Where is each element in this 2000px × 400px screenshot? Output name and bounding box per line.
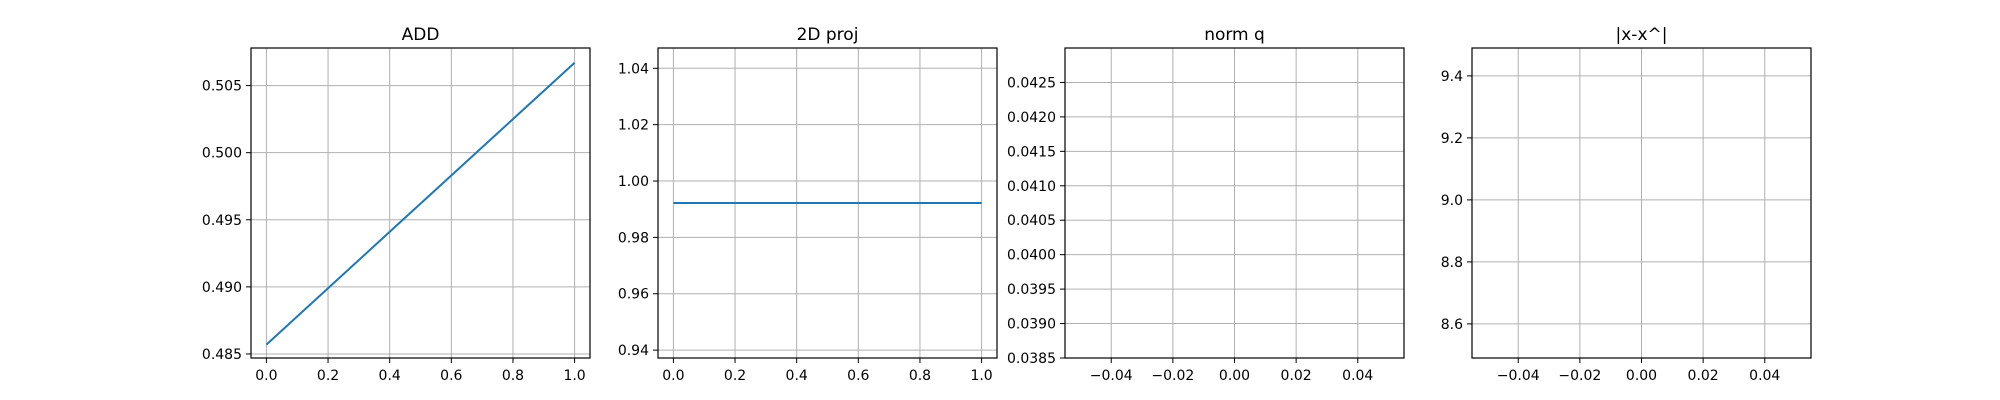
plot-frame: [250, 47, 591, 359]
chart-panel-3: −0.04 −0.02 0.00 0.02 0.04 0.0385 0.0390 0.0395…: [1007, 25, 1405, 384]
y-tick-label: 0.94: [618, 343, 649, 359]
y-tick-label: 0.0420: [1007, 110, 1056, 126]
chart-title: norm q: [1204, 25, 1265, 45]
x-tick-label: 0.02: [1688, 368, 1719, 384]
x-tick-label: 1.0: [970, 368, 992, 384]
x-tick-label: 0.4: [786, 368, 808, 384]
y-tick-label: 0.0405: [1007, 213, 1056, 229]
x-tick-label: 0.0: [662, 368, 684, 384]
x-tick-label: 0.04: [1342, 368, 1373, 384]
x-tick-label: 0.0: [255, 368, 277, 384]
y-tick-label: 0.490: [202, 280, 242, 296]
chart-title: |x-x^|: [1616, 25, 1668, 45]
x-tick-label: −0.02: [1151, 368, 1194, 384]
x-tick-label: 0.6: [847, 368, 869, 384]
y-tick-label: 0.0410: [1007, 179, 1056, 195]
x-tick-label: 0.2: [317, 368, 339, 384]
y-tick-label: 0.0425: [1007, 75, 1056, 91]
y-tick-label: 0.0390: [1007, 317, 1056, 333]
series-line: [265, 62, 576, 346]
y-tick-label: 1.04: [618, 61, 649, 77]
chart-panel-1: 0.0 0.2 0.4 0.6 0.8 1.0 0.485 0.490 0.495 0.500 0.…: [202, 25, 591, 384]
x-tick-label: 0.6: [440, 368, 462, 384]
y-tick-label: 0.96: [618, 287, 649, 303]
y-tick-label: 0.0395: [1007, 282, 1056, 298]
y-tick-label: 1.00: [618, 174, 649, 190]
y-tick-label: 0.0400: [1007, 248, 1056, 264]
y-tick-label: 0.500: [202, 146, 242, 162]
x-tick-label: 1.0: [563, 368, 585, 384]
y-tick-label: 8.6: [1441, 317, 1463, 333]
y-tick-label: 9.0: [1441, 193, 1463, 209]
y-tick-label: 1.02: [618, 118, 649, 134]
chart-title: ADD: [402, 25, 440, 45]
y-tick-label: 8.8: [1441, 255, 1463, 271]
x-tick-label: −0.04: [1497, 368, 1540, 384]
y-tick-label: 9.4: [1441, 69, 1463, 85]
y-tick-label: 0.0385: [1007, 351, 1056, 367]
y-tick-label: 0.98: [618, 230, 649, 246]
plot-frame: [657, 47, 998, 359]
chart-title: 2D proj: [797, 25, 859, 45]
x-tick-label: 0.00: [1219, 368, 1250, 384]
y-tick-label: 0.485: [202, 347, 242, 363]
x-tick-label: 0.4: [379, 368, 401, 384]
x-tick-label: 0.00: [1626, 368, 1657, 384]
x-tick-label: −0.04: [1090, 368, 1133, 384]
x-tick-label: 0.8: [502, 368, 524, 384]
y-tick-label: 0.495: [202, 213, 242, 229]
chart-panel-2: 0.0 0.2 0.4 0.6 0.8 1.0 0.94 0.96 0.98 1.00 1.02 1.…: [618, 25, 998, 384]
y-tick-label: 0.0415: [1007, 144, 1056, 160]
y-tick-label: 0.505: [202, 79, 242, 95]
x-tick-label: −0.02: [1558, 368, 1601, 384]
x-tick-label: 0.8: [909, 368, 931, 384]
chart-panel-4: −0.04 −0.02 0.00 0.02 0.04 8.6 8.8 9.0 9.2 9.4 |x-…: [1441, 25, 1812, 384]
y-tick-label: 9.2: [1441, 131, 1463, 147]
x-tick-label: 0.04: [1749, 368, 1780, 384]
x-tick-label: 0.2: [724, 368, 746, 384]
x-tick-label: 0.02: [1281, 368, 1312, 384]
